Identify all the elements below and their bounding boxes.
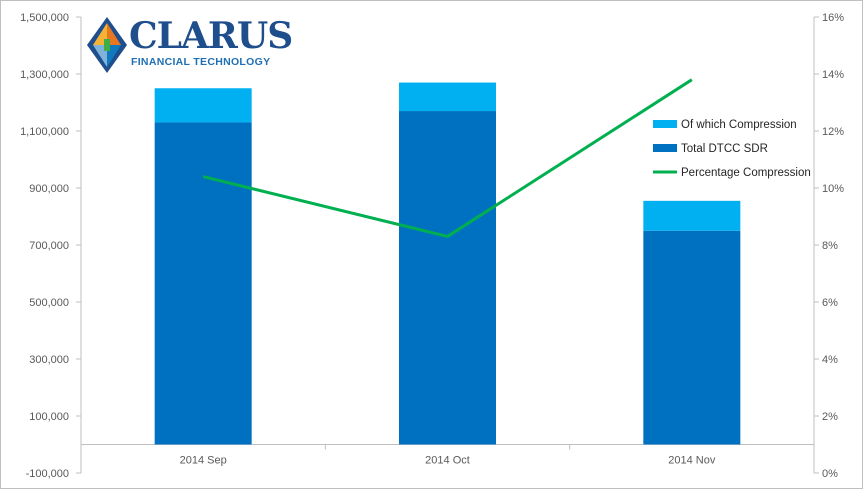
left-tick-label: -100,000 (26, 468, 69, 480)
right-tick-label: 12% (822, 126, 844, 138)
right-tick-label: 8% (822, 240, 838, 252)
legend-label: Of which Compression (681, 119, 797, 131)
left-tick-label: 100,000 (29, 411, 69, 423)
bar-total-dtcc-sdr (399, 111, 496, 445)
right-tick-label: 2% (822, 411, 838, 423)
legend-swatch (653, 120, 677, 128)
axes: -100,000 100,000 300,000 500,000 700,000 900,… (20, 12, 844, 480)
bars (154, 82, 741, 445)
left-tick-label: 500,000 (29, 297, 69, 309)
bar-compression (154, 88, 252, 123)
bar-compression (399, 82, 496, 112)
logo-tagline: FINANCIAL TECHNOLOGY (131, 56, 271, 68)
right-tick-label: 14% (822, 69, 844, 81)
left-tick-label: 1,100,000 (20, 126, 69, 138)
legend: Of which Compression Total DTCC SDR Percen… (653, 119, 811, 179)
bar-total-dtcc-sdr (154, 122, 252, 445)
diamond-logo-icon (87, 17, 127, 73)
category-label: 2014 Sep (180, 455, 227, 467)
right-tick-label: 10% (822, 183, 844, 195)
bar-total-dtcc-sdr (643, 230, 741, 445)
legend-label: Percentage Compression (681, 167, 811, 179)
left-tick-label: 1,300,000 (20, 69, 69, 81)
right-tick-label: 0% (822, 468, 838, 480)
legend-label: Total DTCC SDR (681, 143, 768, 155)
left-tick-label: 700,000 (29, 240, 69, 252)
legend-swatch (653, 144, 677, 152)
right-tick-label: 4% (822, 354, 838, 366)
clarus-logo: CLARUS FINANCIAL TECHNOLOGY (85, 15, 293, 75)
category-label: 2014 Oct (425, 455, 470, 467)
left-tick-label: 900,000 (29, 183, 69, 195)
bar-compression (643, 200, 741, 231)
right-tick-label: 6% (822, 297, 838, 309)
right-tick-label: 16% (822, 12, 844, 24)
category-label: 2014 Nov (668, 455, 716, 467)
left-tick-label: 300,000 (29, 354, 69, 366)
line-series (202, 78, 693, 238)
logo-wordmark: CLARUS (129, 15, 293, 57)
left-tick-label: 1,500,000 (20, 12, 69, 24)
